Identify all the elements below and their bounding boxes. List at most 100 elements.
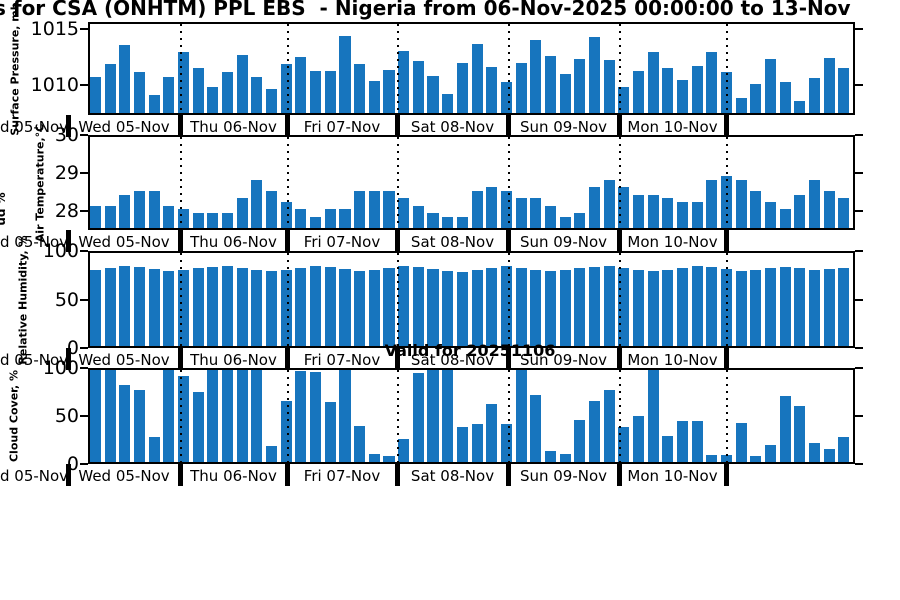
bar xyxy=(383,190,395,228)
bar xyxy=(368,81,380,113)
date-tick xyxy=(616,230,622,252)
y-tick-mark-right xyxy=(855,27,863,30)
bar xyxy=(412,267,424,346)
bar xyxy=(618,268,630,346)
day-label: Wed 05-Nov xyxy=(78,233,170,251)
y-tick-mark xyxy=(80,83,88,86)
bar xyxy=(779,396,791,462)
bar xyxy=(266,190,278,228)
bar xyxy=(368,270,380,346)
day-label: Fri 07-Nov xyxy=(303,233,381,251)
day-label: Sat 08-Nov xyxy=(410,233,495,251)
day-label: Thu 06-Nov xyxy=(190,233,277,251)
bar xyxy=(662,198,674,228)
bar xyxy=(735,179,747,228)
y-tick-label: 1015 xyxy=(30,17,79,40)
bar xyxy=(192,392,204,462)
day-boundary-dotted-line xyxy=(619,24,621,113)
date-tick xyxy=(616,115,622,137)
y-tick-mark-right xyxy=(855,463,863,465)
day-boundary-dotted-line xyxy=(397,24,399,113)
bar xyxy=(222,72,234,113)
day-label: Wed 05-Nov xyxy=(78,351,170,369)
bar xyxy=(456,427,468,462)
bar xyxy=(486,403,498,462)
bar xyxy=(178,51,190,113)
bar xyxy=(310,71,322,113)
y-tick-mark xyxy=(80,210,88,212)
bar xyxy=(398,438,410,462)
bar xyxy=(354,63,366,113)
date-tick xyxy=(65,115,71,137)
bar xyxy=(163,205,175,228)
date-tick xyxy=(65,230,71,252)
day-label: Mon 10-Nov xyxy=(627,467,718,485)
bar xyxy=(706,267,718,346)
bar xyxy=(691,65,703,113)
surface-pressure-panel xyxy=(88,22,855,115)
bar xyxy=(588,400,600,462)
y-tick-mark-right xyxy=(855,134,863,136)
day-boundary-dotted-line xyxy=(287,253,289,346)
figure-title: s for CSA (ONHTM) PPL EBS - Nigeria from… xyxy=(0,0,851,20)
bar xyxy=(192,213,204,228)
bar xyxy=(148,190,160,228)
bar xyxy=(148,269,160,346)
bar xyxy=(178,270,190,346)
date-tick xyxy=(65,464,71,486)
bar xyxy=(808,270,821,346)
relative-humidity-panel xyxy=(88,251,855,348)
bar xyxy=(442,94,454,113)
clipped-day-label: d 05-Nov xyxy=(0,467,69,485)
bar xyxy=(486,268,498,346)
day-boundary-dotted-line xyxy=(180,370,182,462)
day-boundary-dotted-line xyxy=(726,370,728,462)
y-tick-label: 50 xyxy=(54,405,79,427)
bar xyxy=(368,190,380,228)
day-boundary-dotted-line xyxy=(180,24,182,113)
bar xyxy=(544,55,556,113)
bar xyxy=(647,51,659,113)
bar xyxy=(794,268,806,346)
day-boundary-dotted-line xyxy=(508,137,510,228)
bar xyxy=(750,84,762,113)
bar xyxy=(324,71,336,113)
bar xyxy=(603,389,615,462)
bar xyxy=(471,190,483,228)
y-tick-label: 50 xyxy=(54,288,79,311)
y-axis-label: Relative Humidity, % xyxy=(16,234,30,365)
bar xyxy=(471,424,483,462)
bar xyxy=(324,401,336,462)
y-tick-mark xyxy=(80,27,88,30)
day-label: Sun 09-Nov xyxy=(519,351,608,369)
day-boundary-dotted-line xyxy=(180,253,182,346)
bar xyxy=(794,194,806,228)
y-tick-label: 1010 xyxy=(30,73,79,96)
bar xyxy=(530,395,542,462)
bar xyxy=(295,268,307,346)
bar xyxy=(735,270,747,346)
bar xyxy=(632,415,644,462)
date-tick xyxy=(177,464,183,486)
bar xyxy=(471,270,483,346)
bar xyxy=(530,270,542,346)
bar xyxy=(398,266,410,346)
bar xyxy=(500,266,512,346)
bar xyxy=(764,268,777,346)
bar xyxy=(368,453,380,462)
day-boundary-dotted-line xyxy=(726,253,728,346)
day-boundary-dotted-line xyxy=(287,24,289,113)
bar xyxy=(750,456,762,462)
bar xyxy=(280,270,292,346)
day-label: Wed 05-Nov xyxy=(78,467,170,485)
day-boundary-dotted-line xyxy=(619,253,621,346)
day-boundary-dotted-line xyxy=(397,137,399,228)
day-label: Sat 08-Nov xyxy=(410,467,495,485)
bar xyxy=(427,75,439,113)
bar xyxy=(339,269,351,346)
bar xyxy=(90,76,102,113)
date-tick xyxy=(177,115,183,137)
date-tick xyxy=(505,464,511,486)
clipped-day-label: d 05-Nov xyxy=(0,351,69,369)
